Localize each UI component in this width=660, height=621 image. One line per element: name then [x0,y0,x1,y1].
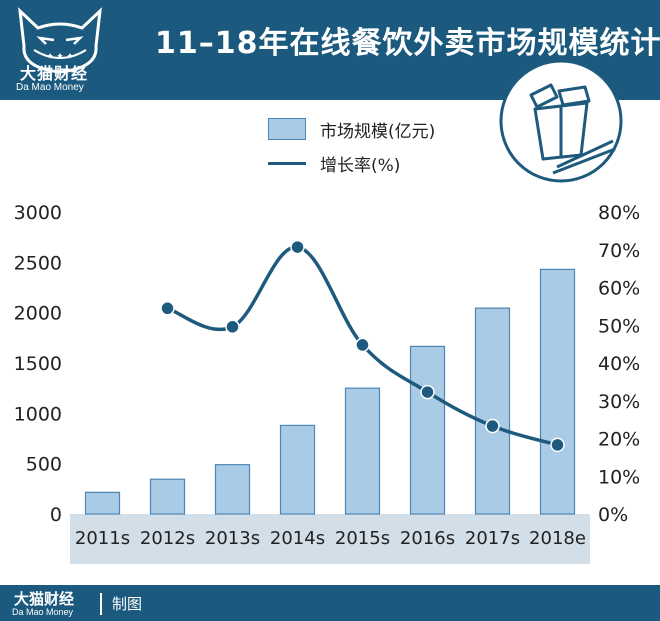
left-tick-label: 1000 [14,403,62,425]
legend-item-bars: 市场规模(亿元) [268,116,435,142]
x-tick-label: 2018e [529,528,586,549]
legend-line-swatch [268,161,306,165]
bar [84,491,121,515]
legend-bar-swatch [268,118,306,140]
growth-rate-point [485,418,500,434]
right-tick-label: 0% [598,504,628,526]
svg-text:✦ ✦ ✦: ✦ ✦ ✦ [46,51,74,61]
x-tick-label: 2015s [335,528,390,549]
x-tick-label: 2011s [75,528,130,549]
header-banner: ✦ ✦ ✦ 大猫财经 Da Mao Money 11–18年在线餐饮外卖市场规模… [0,0,660,100]
legend: 市场规模(亿元) 增长率(%) [268,116,435,184]
growth-rate-point [355,337,370,353]
left-tick-label: 3000 [14,202,62,224]
growth-rate-point [225,319,240,335]
bar [409,345,446,515]
growth-rate-point [420,384,435,400]
left-tick-label: 0 [50,504,62,526]
bar [474,307,511,515]
legend-item-line: 增长率(%) [268,150,435,176]
left-tick-label: 2000 [14,303,62,325]
right-tick-label: 20% [598,429,640,451]
right-tick-label: 50% [598,315,640,337]
right-tick-label: 60% [598,278,640,300]
left-tick-label: 500 [26,454,62,476]
footer-made-label: 制图 [112,595,143,613]
right-tick-label: 10% [598,466,640,488]
chart-title: 11–18年在线餐饮外卖市场规模统计 [155,26,660,61]
header-brand-cn: 大猫财经 [20,64,89,83]
bar [279,424,316,515]
footer-divider [100,593,102,615]
legend-label-line: 增长率(%) [320,155,401,176]
x-tick-label: 2013s [205,528,260,549]
footer-banner: 大猫财经 Da Mao Money 制图 [0,585,660,621]
growth-rate-point [550,437,565,453]
x-tick-label: 2016s [400,528,455,549]
x-tick-label: 2012s [140,528,195,549]
bar [214,464,251,515]
right-tick-label: 70% [598,240,640,262]
bar [149,478,186,515]
right-tick-label: 30% [598,391,640,413]
takeout-box-icon [499,59,623,183]
left-tick-label: 1500 [14,353,62,375]
bar [344,387,381,515]
bar [539,268,576,515]
right-tick-label: 40% [598,353,640,375]
header-brand-en: Da Mao Money [16,82,84,93]
x-tick-label: 2017s [465,528,520,549]
growth-rate-point [160,301,175,316]
legend-label-bars: 市场规模(亿元) [320,121,436,142]
left-tick-label: 2500 [14,252,62,274]
cat-logo-icon: ✦ ✦ ✦ [18,7,102,74]
footer-brand-cn: 大猫财经 [14,590,75,608]
x-tick-label: 2014s [270,528,325,549]
footer-brand-en: Da Mao Money [12,607,74,617]
right-tick-label: 80% [598,202,640,224]
xaxis-band [70,514,590,564]
growth-rate-point [290,239,305,255]
